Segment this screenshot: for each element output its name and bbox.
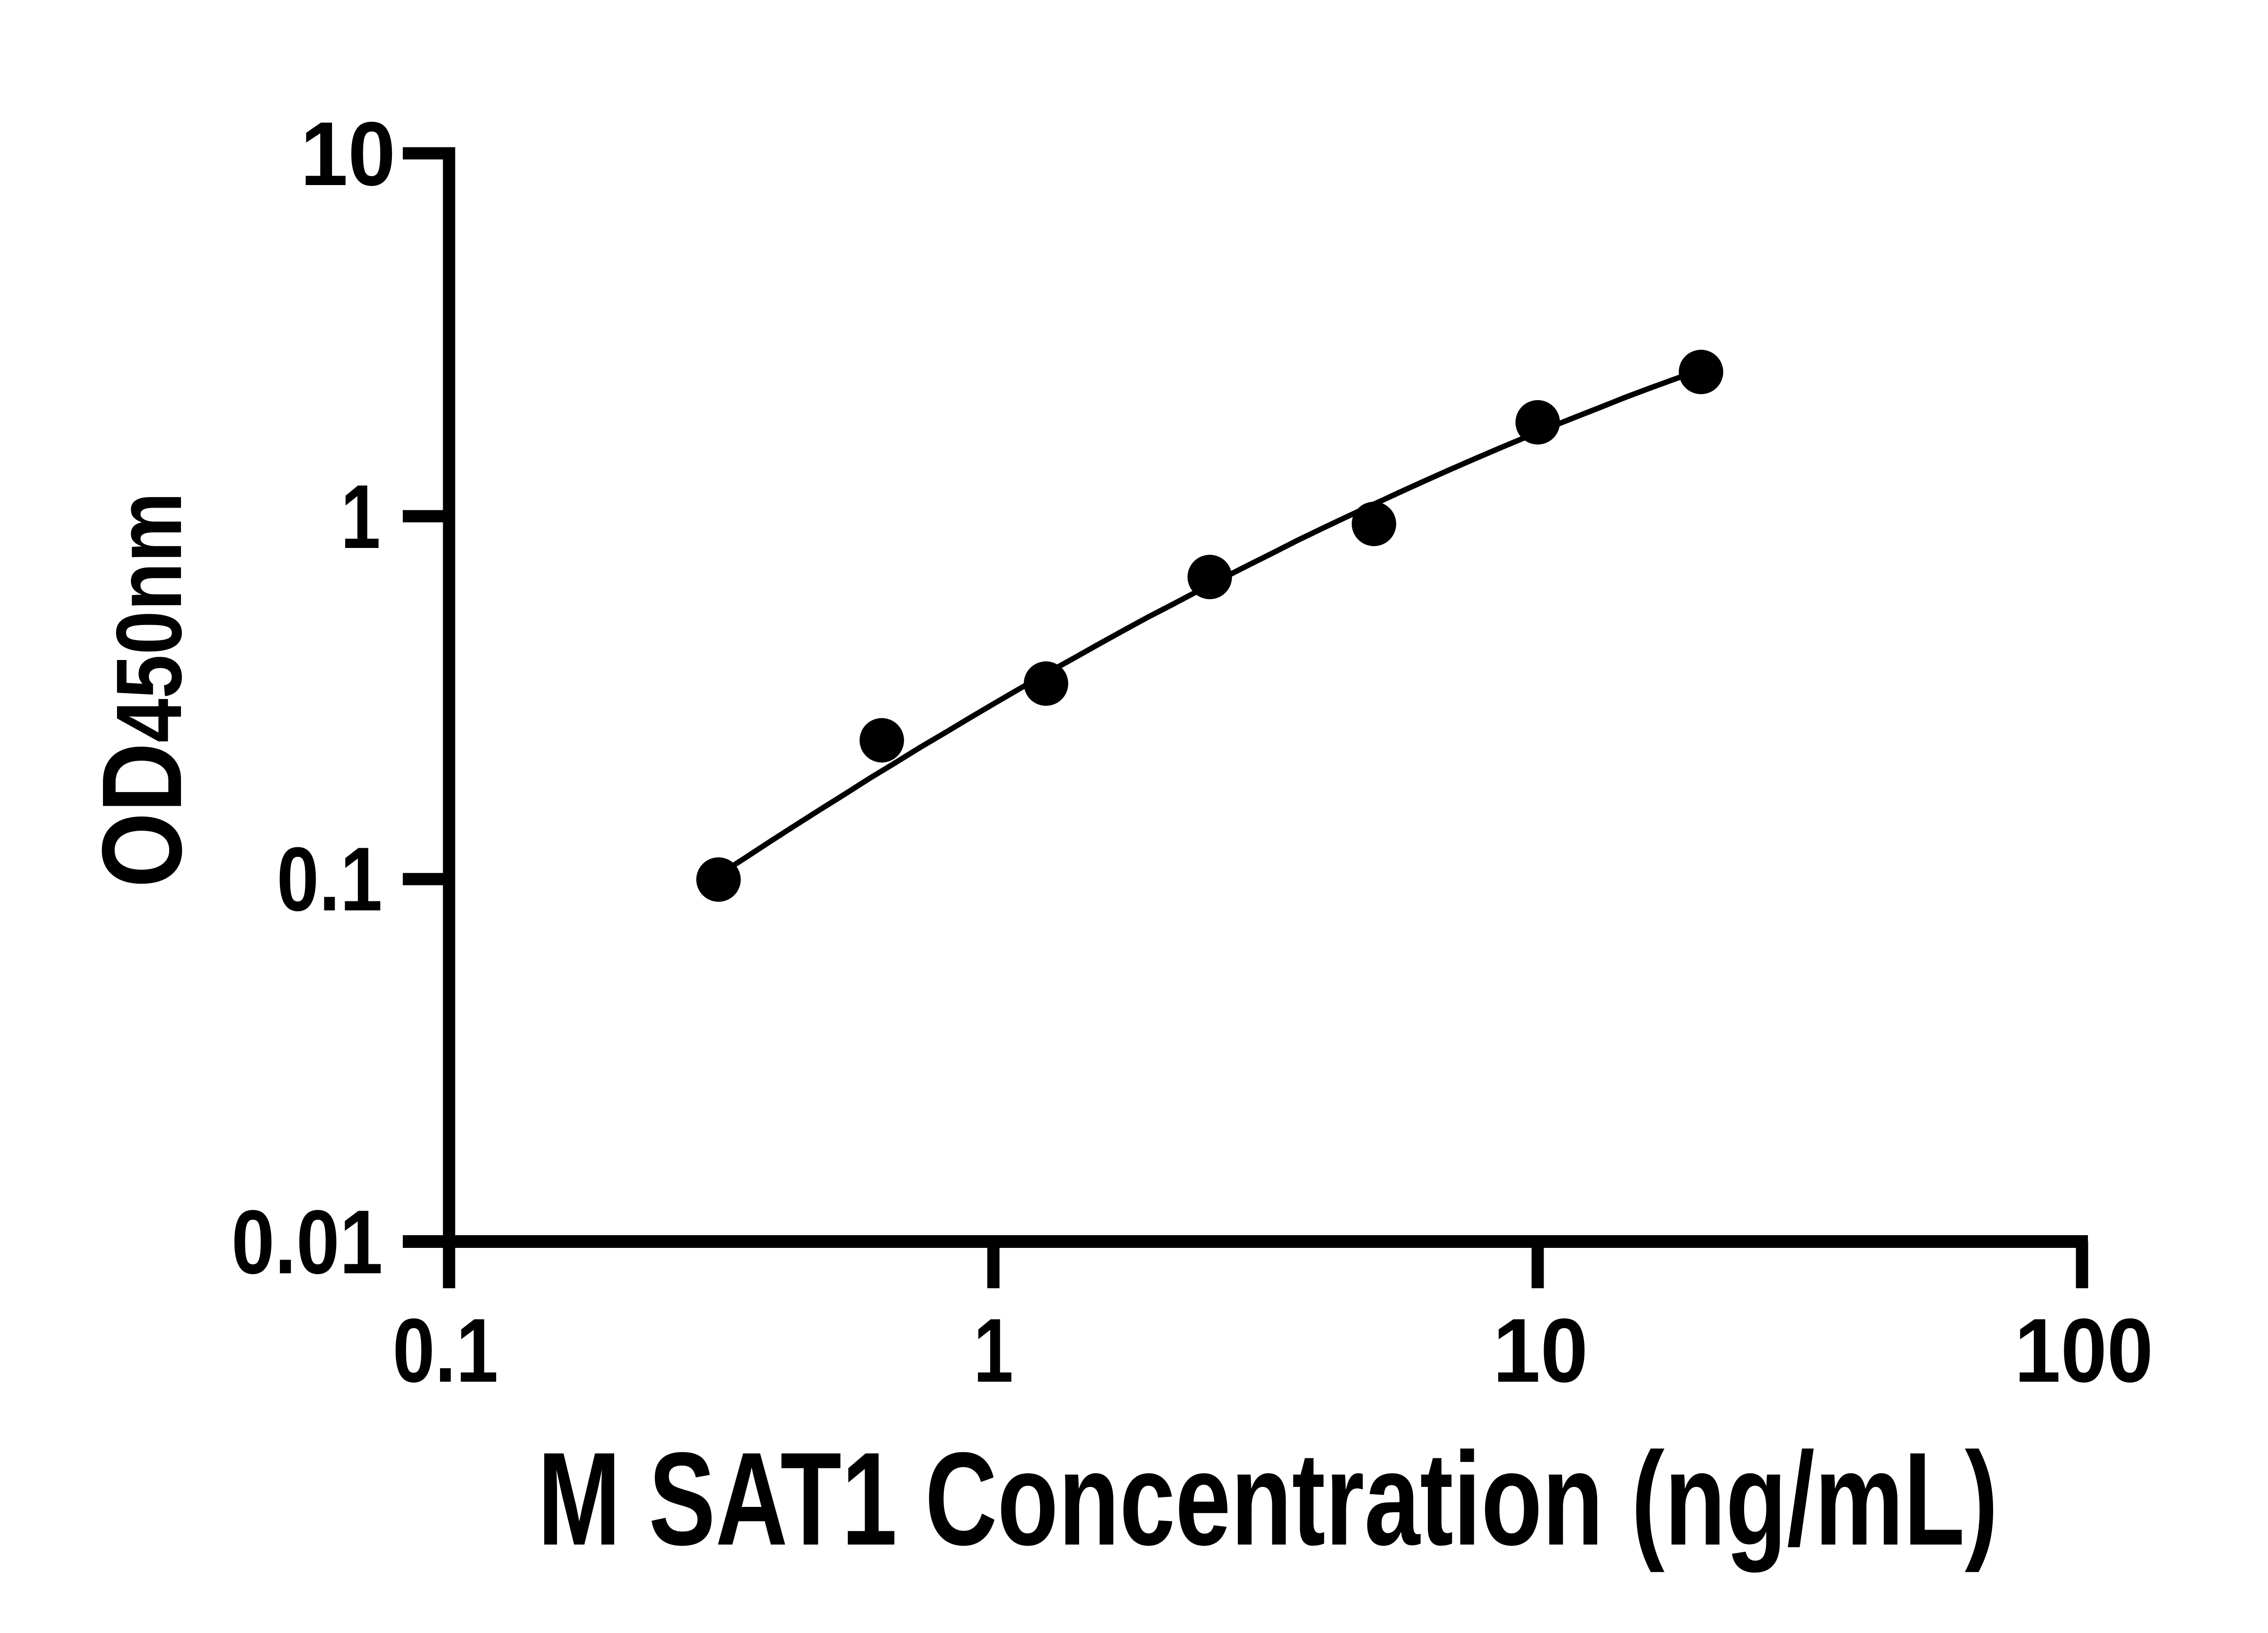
svg-text:0.1: 0.1: [393, 1300, 499, 1401]
svg-text:1: 1: [973, 1300, 1013, 1401]
svg-text:OD450nm: OD450nm: [78, 492, 205, 888]
svg-text:1: 1: [341, 466, 381, 567]
svg-text:100: 100: [2014, 1300, 2153, 1401]
svg-text:M SAT1 Concentration (ng/mL): M SAT1 Concentration (ng/mL): [538, 1425, 1998, 1574]
svg-text:0.1: 0.1: [277, 829, 382, 930]
svg-text:10: 10: [300, 103, 396, 205]
svg-text:10: 10: [1493, 1300, 1588, 1401]
svg-text:0.01: 0.01: [231, 1192, 383, 1293]
